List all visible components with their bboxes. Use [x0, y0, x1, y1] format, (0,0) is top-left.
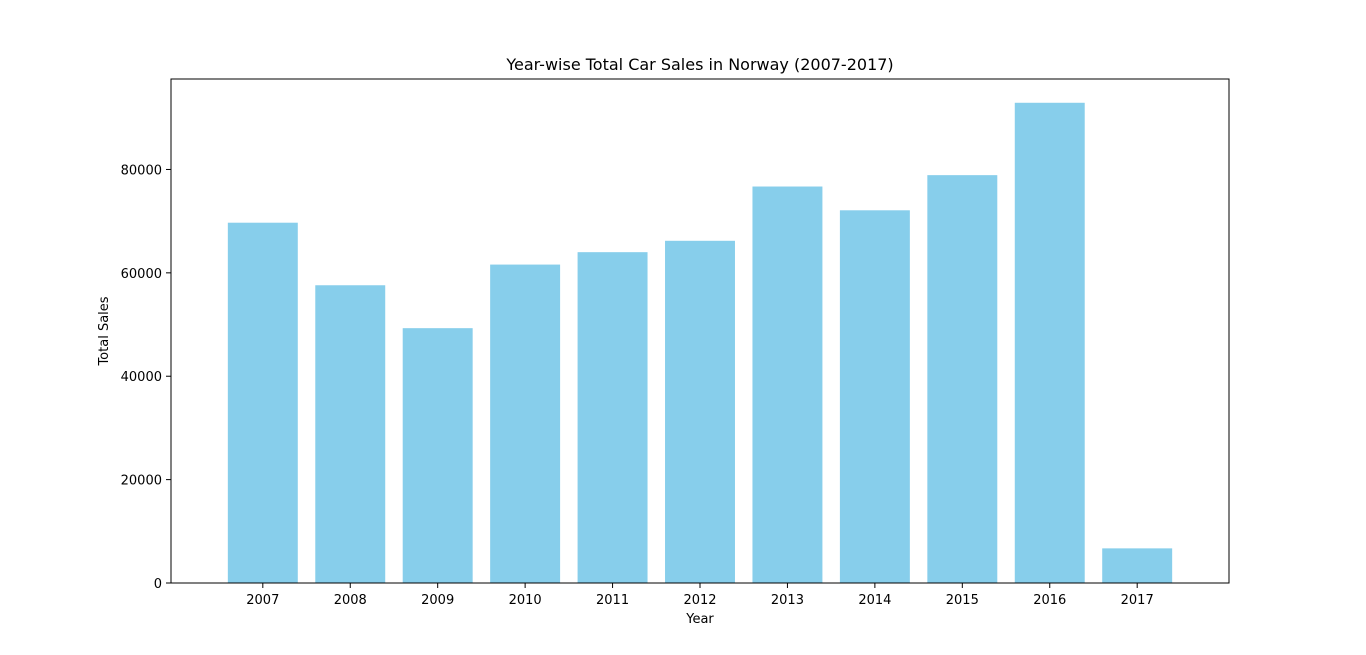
y-tick-label-20000: 20000	[121, 474, 162, 489]
y-axis-title: Total Sales	[97, 296, 112, 366]
bar-2017	[1102, 548, 1173, 583]
x-axis: 2007 2008 2009 2010 2011 2012 2013 2014 2015 2016…	[246, 583, 1154, 608]
x-tick-label-2009: 2009	[421, 593, 454, 608]
bar-2013	[752, 186, 823, 583]
x-tick-label-2012: 2012	[683, 593, 716, 608]
bar-2007	[227, 222, 298, 583]
x-tick-label-2011: 2011	[596, 593, 629, 608]
y-tick-label-40000: 40000	[121, 370, 162, 385]
x-tick-label-2016: 2016	[1033, 593, 1066, 608]
bar-2008	[315, 285, 386, 583]
x-axis-title: Year	[685, 612, 714, 627]
x-tick-label-2015: 2015	[946, 593, 979, 608]
bar-2010	[490, 264, 561, 583]
bar-2011	[577, 252, 648, 583]
bar-2015	[927, 175, 998, 583]
x-tick-label-2010: 2010	[509, 593, 542, 608]
y-tick-label-0: 0	[154, 577, 162, 592]
x-tick-label-2007: 2007	[246, 593, 279, 608]
chart-title: Year-wise Total Car Sales in Norway (200…	[505, 55, 893, 74]
bars-group	[227, 102, 1173, 583]
x-tick-label-2013: 2013	[771, 593, 804, 608]
bar-2012	[665, 240, 735, 583]
x-tick-label-2014: 2014	[858, 593, 891, 608]
bar-2014	[839, 210, 910, 583]
y-tick-label-80000: 80000	[121, 163, 162, 178]
y-axis: 0 20000 40000 60000 80000	[121, 163, 171, 592]
y-tick-label-60000: 60000	[121, 267, 162, 282]
x-tick-label-2017: 2017	[1121, 593, 1154, 608]
bar-2016	[1014, 102, 1085, 583]
x-tick-label-2008: 2008	[334, 593, 367, 608]
bar-2009	[402, 328, 473, 583]
